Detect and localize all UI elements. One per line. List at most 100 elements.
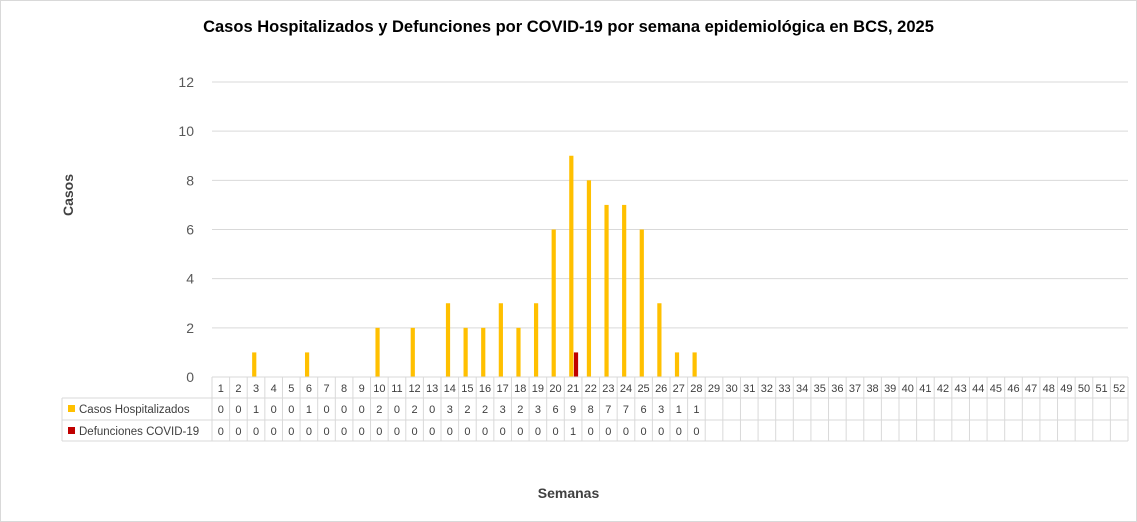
bar-hospitalizados	[657, 303, 662, 377]
data-label: 0	[306, 426, 312, 438]
data-label: 0	[359, 404, 365, 416]
x-tick-label: 20	[549, 383, 561, 395]
y-tick-label: 8	[186, 172, 194, 188]
data-label: 0	[235, 426, 241, 438]
data-label: 0	[500, 426, 506, 438]
data-label: 3	[535, 404, 541, 416]
data-label: 1	[306, 404, 312, 416]
data-label: 0	[271, 404, 277, 416]
x-tick-label: 33	[778, 383, 790, 395]
data-label: 2	[464, 404, 470, 416]
x-tick-label: 9	[359, 383, 365, 395]
data-label: 0	[482, 426, 488, 438]
bar-hospitalizados	[674, 352, 680, 377]
data-label: 0	[588, 426, 594, 438]
bar-hospitalizados	[481, 327, 486, 377]
data-label: 0	[517, 426, 523, 438]
x-tick-label: 52	[1113, 383, 1125, 395]
bar-hospitalizados	[375, 327, 380, 377]
x-tick-label: 31	[743, 383, 755, 395]
y-tick-label: 12	[178, 74, 194, 90]
data-label: 2	[412, 404, 418, 416]
x-tick-label: 39	[884, 383, 896, 395]
y-tick-label: 2	[186, 320, 194, 336]
data-label: 6	[641, 404, 647, 416]
data-label: 0	[323, 426, 329, 438]
x-tick-label: 48	[1043, 383, 1055, 395]
x-tick-label: 50	[1078, 383, 1090, 395]
data-label: 0	[288, 426, 294, 438]
x-tick-label: 35	[814, 383, 826, 395]
bar-hospitalizados	[533, 303, 539, 377]
x-tick-label: 36	[831, 383, 843, 395]
x-tick-label: 14	[444, 383, 456, 395]
data-label: 0	[271, 426, 277, 438]
bar-hospitalizados	[639, 229, 644, 377]
bar-hospitalizados	[445, 303, 451, 377]
legend-entry: Defunciones COVID-19	[79, 426, 199, 438]
x-tick-label: 38	[866, 383, 878, 395]
data-label: 3	[447, 404, 453, 416]
data-label: 0	[658, 426, 664, 438]
y-tick-label: 10	[178, 123, 194, 139]
x-tick-label: 1	[218, 383, 224, 395]
legend-swatch	[68, 427, 75, 434]
x-tick-label: 26	[655, 383, 667, 395]
x-tick-label: 40	[902, 383, 914, 395]
x-tick-label: 11	[391, 383, 402, 395]
data-label: 0	[623, 426, 629, 438]
data-label: 9	[570, 404, 576, 416]
data-label: 0	[394, 404, 400, 416]
data-label: 0	[464, 426, 470, 438]
data-label: 0	[235, 404, 241, 416]
x-tick-label: 29	[708, 383, 720, 395]
x-tick-label: 27	[673, 383, 685, 395]
x-tick-label: 8	[341, 383, 347, 395]
data-label: 7	[605, 404, 611, 416]
x-tick-label: 10	[373, 383, 385, 395]
x-tick-label: 37	[849, 383, 861, 395]
x-tick-label: 6	[306, 383, 312, 395]
bar-hospitalizados	[622, 204, 627, 377]
x-tick-label: 18	[514, 383, 526, 395]
data-label: 0	[412, 426, 418, 438]
data-label: 6	[552, 404, 558, 416]
x-tick-label: 34	[796, 383, 808, 395]
legend-entry: Casos Hospitalizados	[79, 404, 190, 416]
bar-hospitalizados	[604, 204, 609, 377]
data-label: 0	[429, 426, 435, 438]
data-label: 0	[253, 426, 259, 438]
data-label: 8	[588, 404, 594, 416]
data-label: 0	[359, 426, 365, 438]
bar-hospitalizados	[463, 327, 468, 377]
x-axis-label: Semanas	[537, 485, 600, 501]
bar-hospitalizados	[692, 352, 697, 377]
x-tick-label: 22	[585, 383, 597, 395]
x-tick-label: 4	[271, 383, 277, 395]
data-label: 0	[429, 404, 435, 416]
x-tick-label: 3	[253, 383, 259, 395]
x-tick-label: 46	[1007, 383, 1019, 395]
bar-hospitalizados	[569, 155, 574, 377]
data-label: 1	[693, 404, 699, 416]
x-tick-label: 21	[567, 383, 579, 395]
data-label: 2	[517, 404, 523, 416]
data-label: 3	[500, 404, 506, 416]
x-tick-label: 43	[955, 383, 967, 395]
x-tick-label: 28	[690, 383, 702, 395]
bar-hospitalizados	[498, 303, 503, 377]
x-tick-label: 25	[637, 383, 649, 395]
data-label: 0	[323, 404, 329, 416]
data-label: 0	[288, 404, 294, 416]
bar-hospitalizados	[304, 352, 310, 377]
y-tick-label: 6	[186, 222, 194, 238]
x-tick-label: 17	[497, 383, 509, 395]
y-tick-label: 4	[186, 271, 194, 287]
data-label: 0	[218, 404, 224, 416]
data-label: 0	[676, 426, 682, 438]
data-label: 0	[447, 426, 453, 438]
x-tick-label: 45	[990, 383, 1002, 395]
data-label: 0	[341, 404, 347, 416]
bar-hospitalizados	[551, 229, 556, 377]
